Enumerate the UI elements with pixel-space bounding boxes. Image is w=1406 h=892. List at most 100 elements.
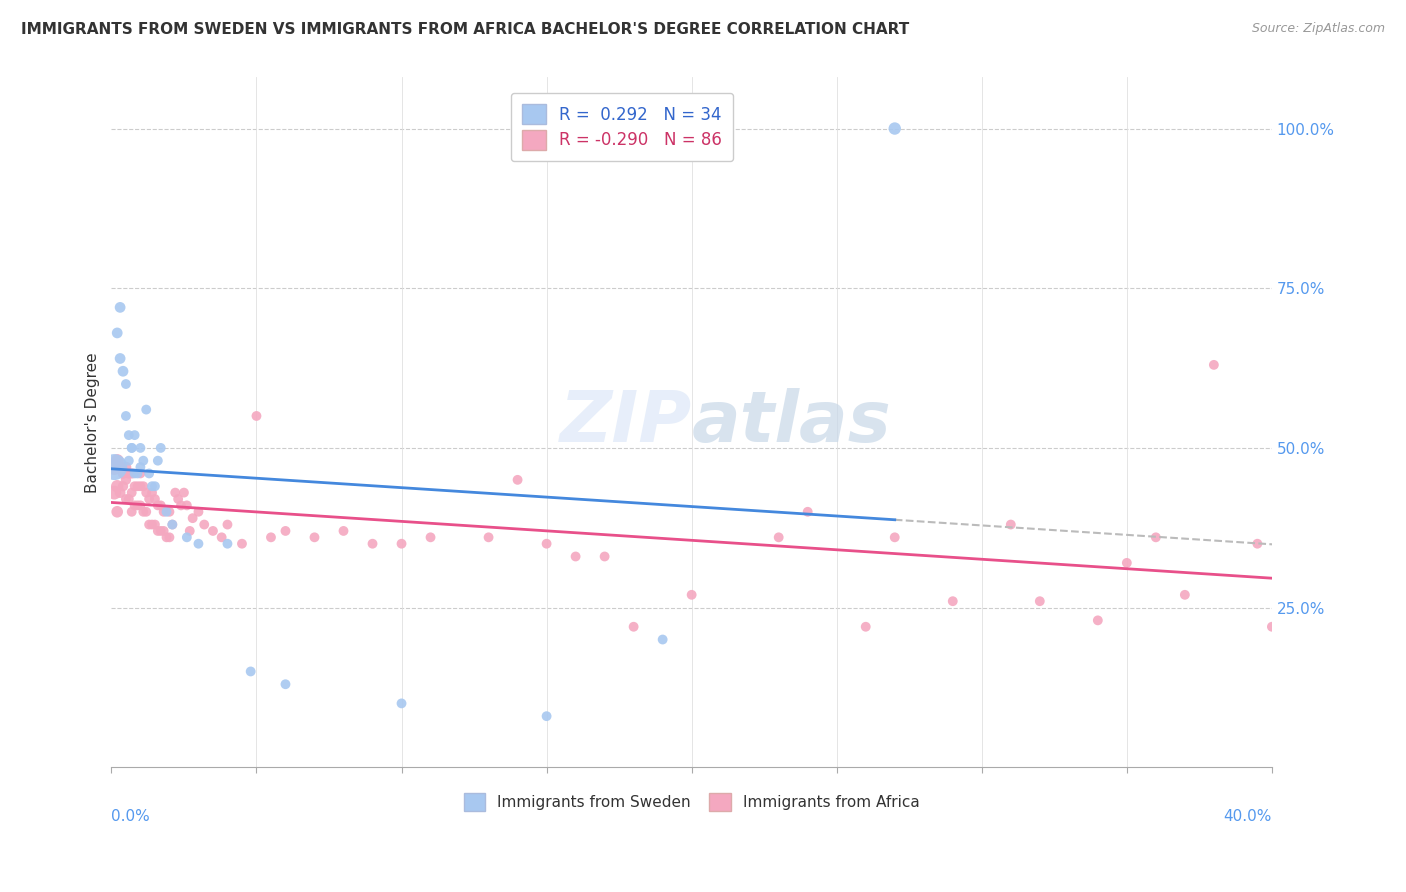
Point: [1174, 588, 1197, 602]
Point: [132, 505, 155, 519]
Point: [651, 632, 673, 647]
Point: [146, 453, 169, 467]
Point: [391, 697, 413, 711]
Point: [111, 364, 134, 378]
Point: [118, 428, 141, 442]
Point: [115, 409, 138, 423]
Point: [135, 505, 157, 519]
Point: [942, 594, 965, 608]
Point: [121, 467, 143, 481]
Point: [681, 588, 703, 602]
Point: [135, 402, 157, 417]
Point: [623, 620, 645, 634]
Point: [143, 491, 166, 506]
Point: [132, 479, 155, 493]
Point: [124, 499, 146, 513]
Point: [162, 517, 184, 532]
Point: [217, 517, 239, 532]
Text: 40.0%: 40.0%: [1223, 809, 1272, 823]
Point: [564, 549, 586, 564]
Point: [796, 505, 818, 519]
Point: [118, 491, 141, 506]
Point: [143, 479, 166, 493]
Point: [129, 441, 152, 455]
Point: [391, 537, 413, 551]
Point: [173, 485, 195, 500]
Point: [167, 491, 190, 506]
Point: [159, 530, 181, 544]
Point: [1261, 620, 1284, 634]
Point: [274, 524, 297, 538]
Point: [118, 453, 141, 467]
Point: [121, 485, 143, 500]
Point: [162, 517, 184, 532]
Point: [108, 460, 131, 475]
Point: [146, 499, 169, 513]
Point: [103, 485, 125, 500]
Point: [193, 517, 215, 532]
Point: [124, 479, 146, 493]
Point: [536, 709, 558, 723]
Point: [121, 441, 143, 455]
Point: [152, 505, 174, 519]
Point: [138, 491, 160, 506]
Point: [1029, 594, 1052, 608]
Text: atlas: atlas: [692, 388, 891, 457]
Point: [108, 485, 131, 500]
Point: [108, 301, 131, 315]
Point: [1246, 537, 1268, 551]
Point: [181, 511, 204, 525]
Point: [176, 530, 198, 544]
Point: [129, 460, 152, 475]
Point: [124, 428, 146, 442]
Point: [239, 665, 262, 679]
Point: [170, 499, 193, 513]
Point: [127, 479, 149, 493]
Point: [127, 467, 149, 481]
Point: [1202, 358, 1225, 372]
Point: [332, 524, 354, 538]
Point: [155, 505, 177, 519]
Point: [477, 530, 499, 544]
Point: [768, 530, 790, 544]
Point: [105, 505, 128, 519]
Point: [883, 121, 905, 136]
Point: [217, 537, 239, 551]
Point: [361, 537, 384, 551]
Point: [165, 485, 187, 500]
Point: [152, 524, 174, 538]
Point: [141, 479, 163, 493]
Point: [176, 499, 198, 513]
Point: [115, 491, 138, 506]
Point: [187, 537, 209, 551]
Point: [211, 530, 233, 544]
Point: [129, 467, 152, 481]
Point: [883, 530, 905, 544]
Point: [138, 517, 160, 532]
Point: [111, 467, 134, 481]
Text: Source: ZipAtlas.com: Source: ZipAtlas.com: [1251, 22, 1385, 36]
Point: [231, 537, 253, 551]
Text: IMMIGRANTS FROM SWEDEN VS IMMIGRANTS FROM AFRICA BACHELOR'S DEGREE CORRELATION C: IMMIGRANTS FROM SWEDEN VS IMMIGRANTS FRO…: [21, 22, 910, 37]
Point: [245, 409, 267, 423]
Point: [593, 549, 616, 564]
Point: [141, 517, 163, 532]
Point: [121, 505, 143, 519]
Point: [103, 460, 125, 475]
Point: [141, 485, 163, 500]
Point: [138, 467, 160, 481]
Point: [135, 485, 157, 500]
Point: [201, 524, 224, 538]
Point: [187, 505, 209, 519]
Point: [127, 499, 149, 513]
Point: [149, 441, 172, 455]
Point: [143, 517, 166, 532]
Point: [159, 505, 181, 519]
Point: [132, 453, 155, 467]
Point: [111, 479, 134, 493]
Point: [536, 537, 558, 551]
Point: [149, 499, 172, 513]
Point: [105, 479, 128, 493]
Point: [179, 524, 201, 538]
Point: [115, 377, 138, 392]
